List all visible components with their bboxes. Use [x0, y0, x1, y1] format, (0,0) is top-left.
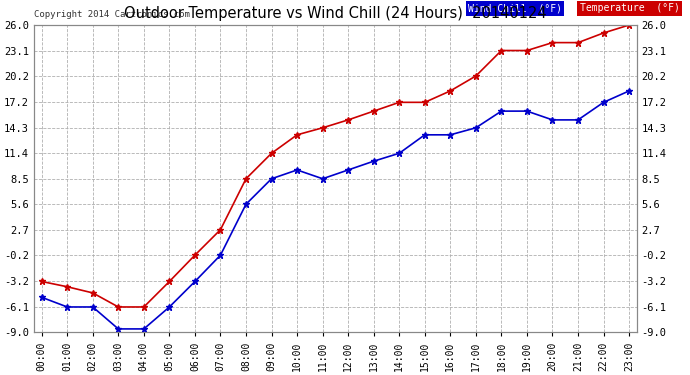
Text: Copyright 2014 Cartronics.com: Copyright 2014 Cartronics.com — [34, 10, 190, 19]
Text: Temperature  (°F): Temperature (°F) — [580, 3, 680, 13]
Text: Wind Chill  (°F): Wind Chill (°F) — [468, 3, 562, 13]
Title: Outdoor Temperature vs Wind Chill (24 Hours)  20140124: Outdoor Temperature vs Wind Chill (24 Ho… — [124, 6, 546, 21]
